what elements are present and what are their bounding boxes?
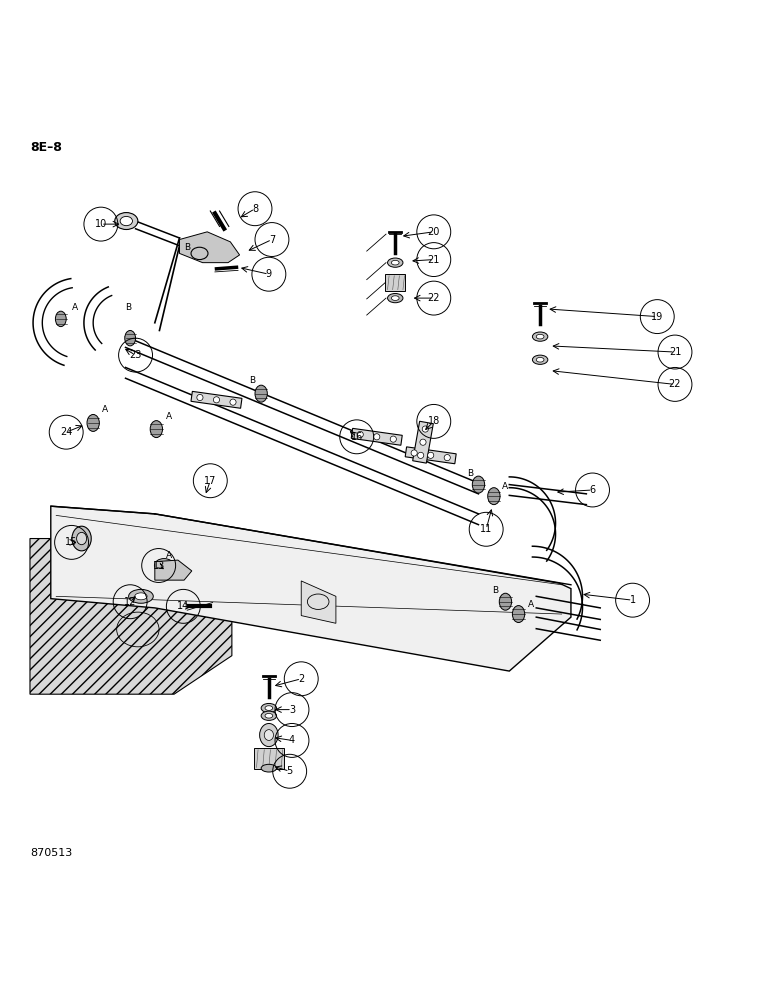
Text: 5: 5 <box>286 766 293 776</box>
Polygon shape <box>301 581 336 623</box>
Text: B: B <box>467 469 473 478</box>
Text: 6: 6 <box>590 485 595 495</box>
Circle shape <box>420 439 426 445</box>
Ellipse shape <box>259 723 278 747</box>
Text: 14: 14 <box>178 601 189 611</box>
Text: 2: 2 <box>298 674 304 684</box>
Ellipse shape <box>388 258 403 267</box>
Text: 10: 10 <box>95 219 107 229</box>
Ellipse shape <box>533 332 548 341</box>
FancyBboxPatch shape <box>254 748 283 769</box>
Text: 24: 24 <box>60 427 73 437</box>
FancyBboxPatch shape <box>385 274 405 291</box>
Ellipse shape <box>120 216 133 226</box>
Polygon shape <box>179 232 239 263</box>
Text: B: B <box>493 586 499 595</box>
Ellipse shape <box>391 296 399 300</box>
Ellipse shape <box>115 213 138 230</box>
Ellipse shape <box>265 713 273 718</box>
Circle shape <box>422 426 428 432</box>
Circle shape <box>230 399 236 405</box>
Text: B: B <box>184 243 190 252</box>
Circle shape <box>213 397 219 403</box>
Text: 9: 9 <box>266 269 272 279</box>
Text: 21: 21 <box>669 347 681 357</box>
Ellipse shape <box>537 334 544 339</box>
Circle shape <box>444 455 450 461</box>
Ellipse shape <box>499 593 512 610</box>
Ellipse shape <box>56 311 66 327</box>
Ellipse shape <box>388 293 403 303</box>
Circle shape <box>428 452 434 458</box>
Circle shape <box>357 431 364 438</box>
Text: A: A <box>528 600 534 609</box>
Ellipse shape <box>87 414 100 431</box>
Circle shape <box>418 452 424 458</box>
Ellipse shape <box>76 532 86 545</box>
Ellipse shape <box>151 421 163 438</box>
Ellipse shape <box>72 526 91 551</box>
Text: 17: 17 <box>204 476 216 486</box>
Text: 4: 4 <box>289 735 295 745</box>
Text: 18: 18 <box>428 416 440 426</box>
Text: 21: 21 <box>428 255 440 265</box>
Ellipse shape <box>125 330 136 346</box>
Text: 23: 23 <box>130 350 142 360</box>
Text: A: A <box>72 303 78 312</box>
Text: 19: 19 <box>651 312 663 322</box>
Text: 870513: 870513 <box>30 848 73 858</box>
Polygon shape <box>155 560 191 580</box>
Ellipse shape <box>264 730 273 740</box>
Circle shape <box>374 434 380 440</box>
Ellipse shape <box>154 559 174 572</box>
Text: 16: 16 <box>350 432 363 442</box>
Text: 8: 8 <box>252 204 258 214</box>
Ellipse shape <box>261 711 276 720</box>
Text: 20: 20 <box>428 227 440 237</box>
Text: B: B <box>249 376 255 385</box>
Text: 8E–8: 8E–8 <box>30 141 62 154</box>
Text: 13: 13 <box>153 561 164 571</box>
Text: 11: 11 <box>480 524 493 534</box>
Text: A: A <box>167 551 172 560</box>
Polygon shape <box>30 539 232 694</box>
Polygon shape <box>51 506 571 671</box>
Ellipse shape <box>265 706 273 710</box>
Ellipse shape <box>513 606 525 623</box>
Ellipse shape <box>537 357 544 362</box>
Text: A: A <box>166 412 171 421</box>
Circle shape <box>411 450 417 456</box>
Ellipse shape <box>488 488 500 505</box>
Ellipse shape <box>261 703 276 713</box>
Circle shape <box>197 394 203 401</box>
Polygon shape <box>413 421 433 463</box>
Text: A: A <box>502 482 508 491</box>
Text: 22: 22 <box>669 379 681 389</box>
Polygon shape <box>405 447 456 464</box>
Ellipse shape <box>391 260 399 265</box>
Polygon shape <box>191 391 242 408</box>
Ellipse shape <box>533 355 548 364</box>
Text: A: A <box>103 405 109 414</box>
Text: 12: 12 <box>124 597 137 607</box>
Text: 22: 22 <box>428 293 440 303</box>
Polygon shape <box>351 428 402 445</box>
Ellipse shape <box>261 764 276 772</box>
Circle shape <box>390 436 396 442</box>
Text: 7: 7 <box>269 235 275 245</box>
Ellipse shape <box>255 385 267 402</box>
Ellipse shape <box>472 476 485 493</box>
Ellipse shape <box>135 593 147 600</box>
Ellipse shape <box>129 589 154 603</box>
Text: 1: 1 <box>629 595 635 605</box>
Text: 15: 15 <box>66 537 78 547</box>
Text: 3: 3 <box>289 705 295 715</box>
Text: B: B <box>126 303 132 312</box>
